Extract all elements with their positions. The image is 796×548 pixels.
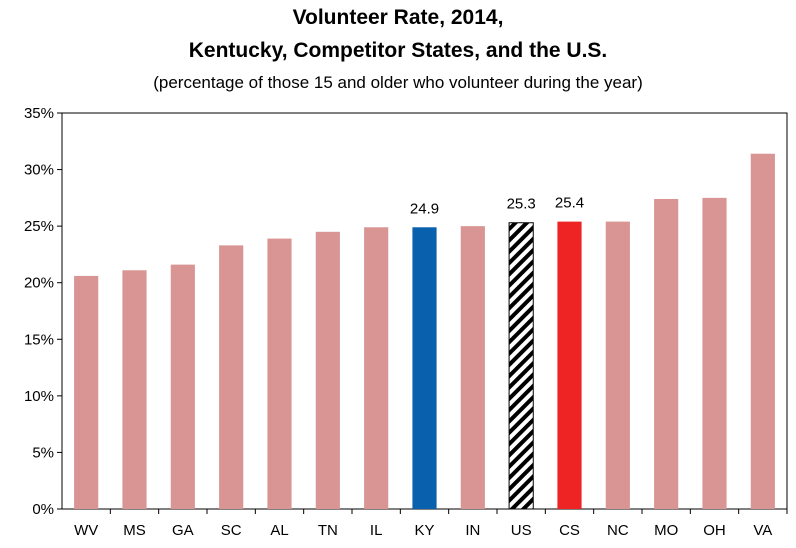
x-tick-label-wv: WV (74, 522, 98, 539)
bar-oh (702, 197, 727, 509)
y-tick-label: 30% (24, 162, 54, 179)
x-tick-label-nc: NC (607, 522, 629, 539)
x-tick-label-mo: MO (654, 522, 678, 539)
data-label-us: 25.3 (507, 196, 536, 213)
x-tick-label-oh: OH (703, 522, 726, 539)
bar-ms (122, 270, 147, 509)
bar-us (508, 222, 534, 510)
y-tick-label: 20% (24, 275, 54, 292)
data-label-cs: 25.4 (555, 195, 584, 212)
y-tick-label: 35% (24, 105, 54, 122)
x-tick-label-ky: KY (414, 522, 434, 539)
x-tick-label-ms: MS (123, 522, 146, 539)
x-tick-label-tn: TN (318, 522, 338, 539)
data-label-ky: 24.9 (410, 200, 439, 217)
y-tick-label: 5% (32, 444, 54, 461)
x-tick-label-sc: SC (221, 522, 242, 539)
x-tick-label-cs: CS (559, 522, 580, 539)
y-tick-label: 25% (24, 218, 54, 235)
bar-nc (605, 221, 630, 510)
bar-mo (654, 198, 679, 509)
y-tick-label: 0% (32, 501, 54, 518)
bar-tn (315, 231, 340, 510)
x-tick-label-us: US (511, 522, 532, 539)
x-tick-label-in: IN (465, 522, 480, 539)
x-tick-label-il: IL (370, 522, 383, 539)
x-tick-label-va: VA (753, 522, 772, 539)
bar-ga (170, 264, 195, 509)
plot-area: 0% 5% 10% 15% 20% 25% 30% 35% WV MS GA SC AL TN IL KY 24… (24, 105, 788, 539)
chart-title-line-2: Kentucky, Competitor States, and the U.S… (188, 39, 608, 62)
bar-al (267, 238, 292, 510)
y-tick-label: 15% (24, 331, 54, 348)
bar-ky (412, 227, 437, 509)
y-tick-label: 10% (24, 388, 54, 405)
bar-sc (219, 245, 244, 509)
bar-in (460, 226, 485, 509)
bar-cs (557, 221, 582, 510)
bar-wv (74, 275, 99, 509)
x-tick-label-al: AL (270, 522, 288, 539)
bar-il (364, 227, 389, 509)
chart-subtitle: (percentage of those 15 and older who vo… (153, 73, 643, 92)
chart-title-line-1: Volunteer Rate, 2014, (292, 6, 504, 29)
bar-va (750, 153, 775, 509)
x-tick-label-ga: GA (172, 522, 194, 539)
